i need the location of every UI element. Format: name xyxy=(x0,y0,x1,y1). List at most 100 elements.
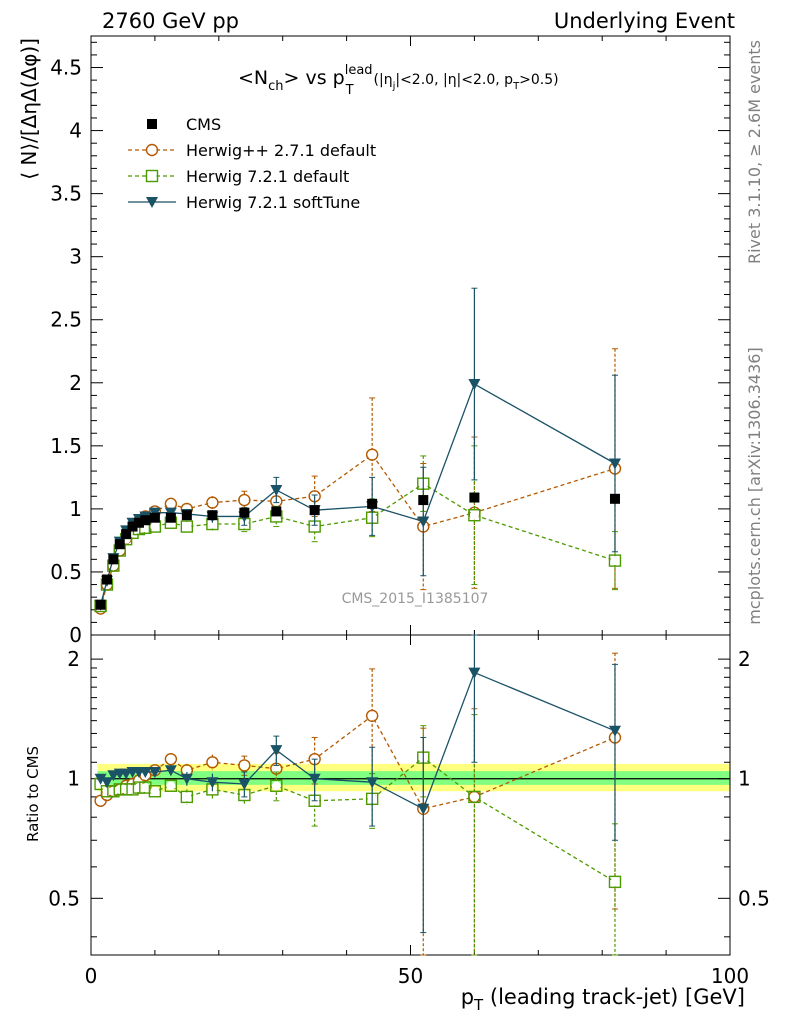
x-tick-label: 50 xyxy=(398,964,423,988)
y-tick-label: 1 xyxy=(69,497,82,521)
y-axis-label-main: ⟨ N⟩/[ΔηΔ(Δφ)] xyxy=(17,38,41,180)
series-line xyxy=(99,453,616,609)
x-tick-label: 100 xyxy=(711,964,749,988)
marker-bg xyxy=(610,877,620,887)
legend-entry: Herwig++ 2.7.1 default xyxy=(128,141,376,160)
data-point xyxy=(417,516,430,528)
data-point xyxy=(181,510,192,521)
main-series xyxy=(94,287,621,611)
x-axis-label-p: p xyxy=(461,985,474,1009)
data-point xyxy=(468,379,481,391)
marker-bg xyxy=(469,510,479,520)
data-point xyxy=(95,599,106,610)
data-point xyxy=(238,759,251,772)
main-series xyxy=(94,348,622,615)
marker-bg xyxy=(115,784,125,794)
y-tick-label: 1.5 xyxy=(50,434,82,458)
data-point xyxy=(417,803,430,815)
y-tick-label: 0 xyxy=(69,623,82,647)
data-point xyxy=(270,745,283,757)
x-axis-label: pT (leading track-jet) [GeV] xyxy=(461,985,745,1014)
x-tick-label: 0 xyxy=(85,964,98,988)
data-point xyxy=(94,773,107,785)
marker-bg xyxy=(239,760,249,770)
title-cuts2: |<2.0, |η|<2.0, p xyxy=(395,72,513,88)
side-label-top: Rivet 3.1.10, ≥ 2.6M events xyxy=(745,40,764,264)
title-sub-ch: ch xyxy=(268,79,283,94)
data-point xyxy=(270,779,283,792)
ratio-y-tick-label-right: 0.5 xyxy=(738,886,770,910)
data-point xyxy=(139,781,152,794)
side-label-bottom: mcplots.cern.ch [arXiv:1306.3436] xyxy=(745,347,764,624)
data-point xyxy=(108,554,119,565)
y-tick-label: 3.5 xyxy=(50,182,82,206)
header-right: Underlying Event xyxy=(554,9,735,33)
data-point xyxy=(365,448,379,461)
data-point xyxy=(238,778,251,790)
main-series xyxy=(94,445,622,613)
marker-bg xyxy=(469,792,479,802)
ratio-y-tick-label: 2 xyxy=(67,647,80,671)
data-point xyxy=(271,506,282,517)
header-left: 2760 GeV pp xyxy=(102,9,239,33)
series-line xyxy=(99,482,616,607)
chart-title: <Nch> vs plead T(|ηj|<2.0, |η|<2.0, pT>0.… xyxy=(238,63,559,98)
data-point xyxy=(180,520,194,533)
data-point xyxy=(101,574,112,585)
data-point xyxy=(100,777,113,789)
y-tick-label: 2.5 xyxy=(50,308,82,332)
data-point xyxy=(140,515,151,526)
data-point xyxy=(367,498,378,509)
data-point xyxy=(180,790,194,804)
data-point xyxy=(164,765,177,777)
data-point xyxy=(165,512,176,523)
data-point xyxy=(468,790,481,804)
ratio-y-tick-label: 1 xyxy=(67,767,80,791)
title-cuts3: >0.5) xyxy=(519,72,558,88)
data-point xyxy=(608,458,621,470)
data-point xyxy=(148,766,161,778)
data-point xyxy=(206,756,219,769)
watermark: CMS_2015_I1385107 xyxy=(342,591,489,607)
data-point xyxy=(365,709,379,722)
marker-bg xyxy=(121,784,131,794)
marker-bg xyxy=(134,783,144,793)
marker-bg xyxy=(207,519,217,529)
data-point xyxy=(127,521,138,532)
title-sub-t2: T xyxy=(512,81,520,92)
marker-bg xyxy=(367,450,377,460)
y-tick-label: 4 xyxy=(69,119,82,143)
marker-bg xyxy=(140,783,150,793)
data-point xyxy=(609,493,620,504)
data-point xyxy=(133,517,144,528)
legend-label: Herwig++ 2.7.1 default xyxy=(186,141,376,160)
marker-bg xyxy=(271,781,281,791)
data-point xyxy=(148,785,162,798)
data-point xyxy=(270,484,283,496)
ratio-band-inner xyxy=(97,771,730,785)
marker-bg xyxy=(367,711,377,721)
data-point xyxy=(469,492,480,503)
title-sub-j: j xyxy=(392,81,396,92)
data-point xyxy=(145,169,159,183)
ratio-series xyxy=(94,634,621,934)
marker-bg xyxy=(310,522,320,532)
data-point xyxy=(239,507,250,518)
marker-bg xyxy=(150,522,160,532)
data-point xyxy=(608,875,622,889)
ratio-y-tick-label: 0.5 xyxy=(48,886,80,910)
legend-label: Herwig 7.2.1 softTune xyxy=(186,193,360,212)
data-point xyxy=(149,512,160,523)
title-sub-t: T xyxy=(345,83,354,98)
data-point xyxy=(238,493,251,507)
marker-bg xyxy=(166,754,176,764)
marker-bg xyxy=(271,764,281,774)
legend-entry: CMS xyxy=(147,115,221,134)
marker-bg xyxy=(182,522,192,532)
ratio-y-tick-label-right: 1 xyxy=(738,767,751,791)
y-tick-label: 4.5 xyxy=(50,56,82,80)
data-point xyxy=(121,529,132,540)
data-point xyxy=(468,509,481,522)
title-n: <N xyxy=(238,67,268,89)
